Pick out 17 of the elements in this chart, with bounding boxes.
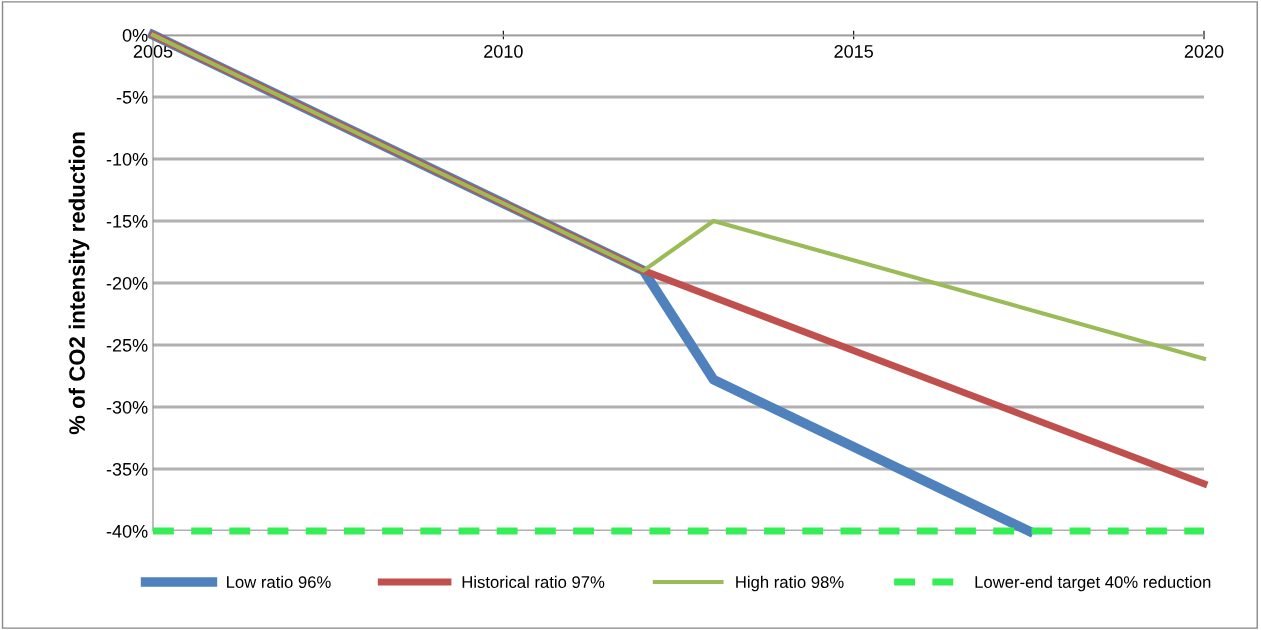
legend-label: Low ratio 96%	[227, 575, 331, 588]
x-tick-label: 2020	[1184, 45, 1224, 58]
x-tick-label: 2015	[834, 45, 873, 58]
y-tick-label: -10%	[106, 152, 148, 166]
y-tick-label: -30%	[106, 400, 148, 414]
y-tick-label: -35%	[106, 462, 148, 476]
y-tick-label: -25%	[106, 338, 148, 352]
legend-label: Historical ratio 97%	[462, 575, 605, 588]
y-axis-title: % of CO2 intensity reduction	[68, 132, 90, 435]
y-tick-label: -5%	[116, 91, 148, 104]
legend-label: Lower-end target 40% reduction	[975, 575, 1211, 592]
y-tick-label: -20%	[106, 276, 148, 290]
legend-label: High ratio 98%	[736, 575, 844, 592]
y-tick-label: 0%	[122, 28, 148, 42]
y-tick-label: -40%	[106, 524, 148, 538]
y-tick-label: -15%	[106, 215, 148, 228]
x-tick-label: 2010	[484, 45, 523, 58]
